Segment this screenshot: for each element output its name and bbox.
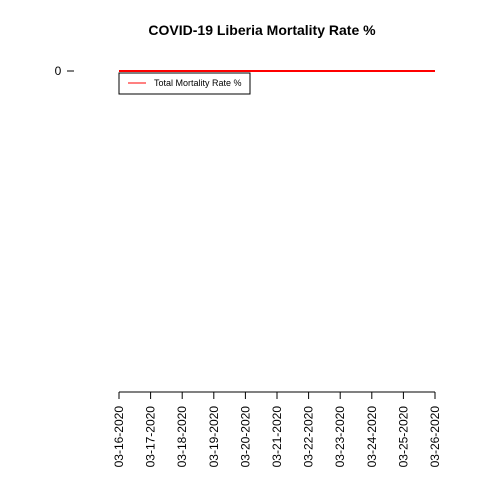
y-axis: 0 [55, 64, 74, 78]
x-tick-label: 03-23-2020 [333, 406, 347, 468]
x-tick-label: 03-20-2020 [238, 406, 252, 468]
chart-title: COVID-19 Liberia Mortality Rate % [148, 22, 376, 38]
x-tick-label: 03-26-2020 [428, 406, 442, 468]
x-tick-label: 03-19-2020 [207, 406, 221, 468]
x-axis: 03-16-2020 03-17-2020 03-18-2020 03-19-2020… [112, 391, 442, 468]
x-tick-label: 03-17-2020 [144, 406, 158, 468]
x-tick-label: 03-25-2020 [396, 406, 410, 468]
legend-box [118, 72, 251, 95]
y-tick-label: 0 [55, 64, 62, 78]
x-tick-label: 03-21-2020 [270, 406, 284, 468]
x-tick-label: 03-22-2020 [302, 406, 316, 468]
legend-label: Total Mortality Rate % [154, 78, 242, 88]
x-tick-label: 03-24-2020 [365, 406, 379, 468]
x-tick-label: 03-16-2020 [112, 406, 126, 468]
legend: Total Mortality Rate % [118, 72, 251, 95]
x-tick-label: 03-18-2020 [175, 406, 189, 468]
